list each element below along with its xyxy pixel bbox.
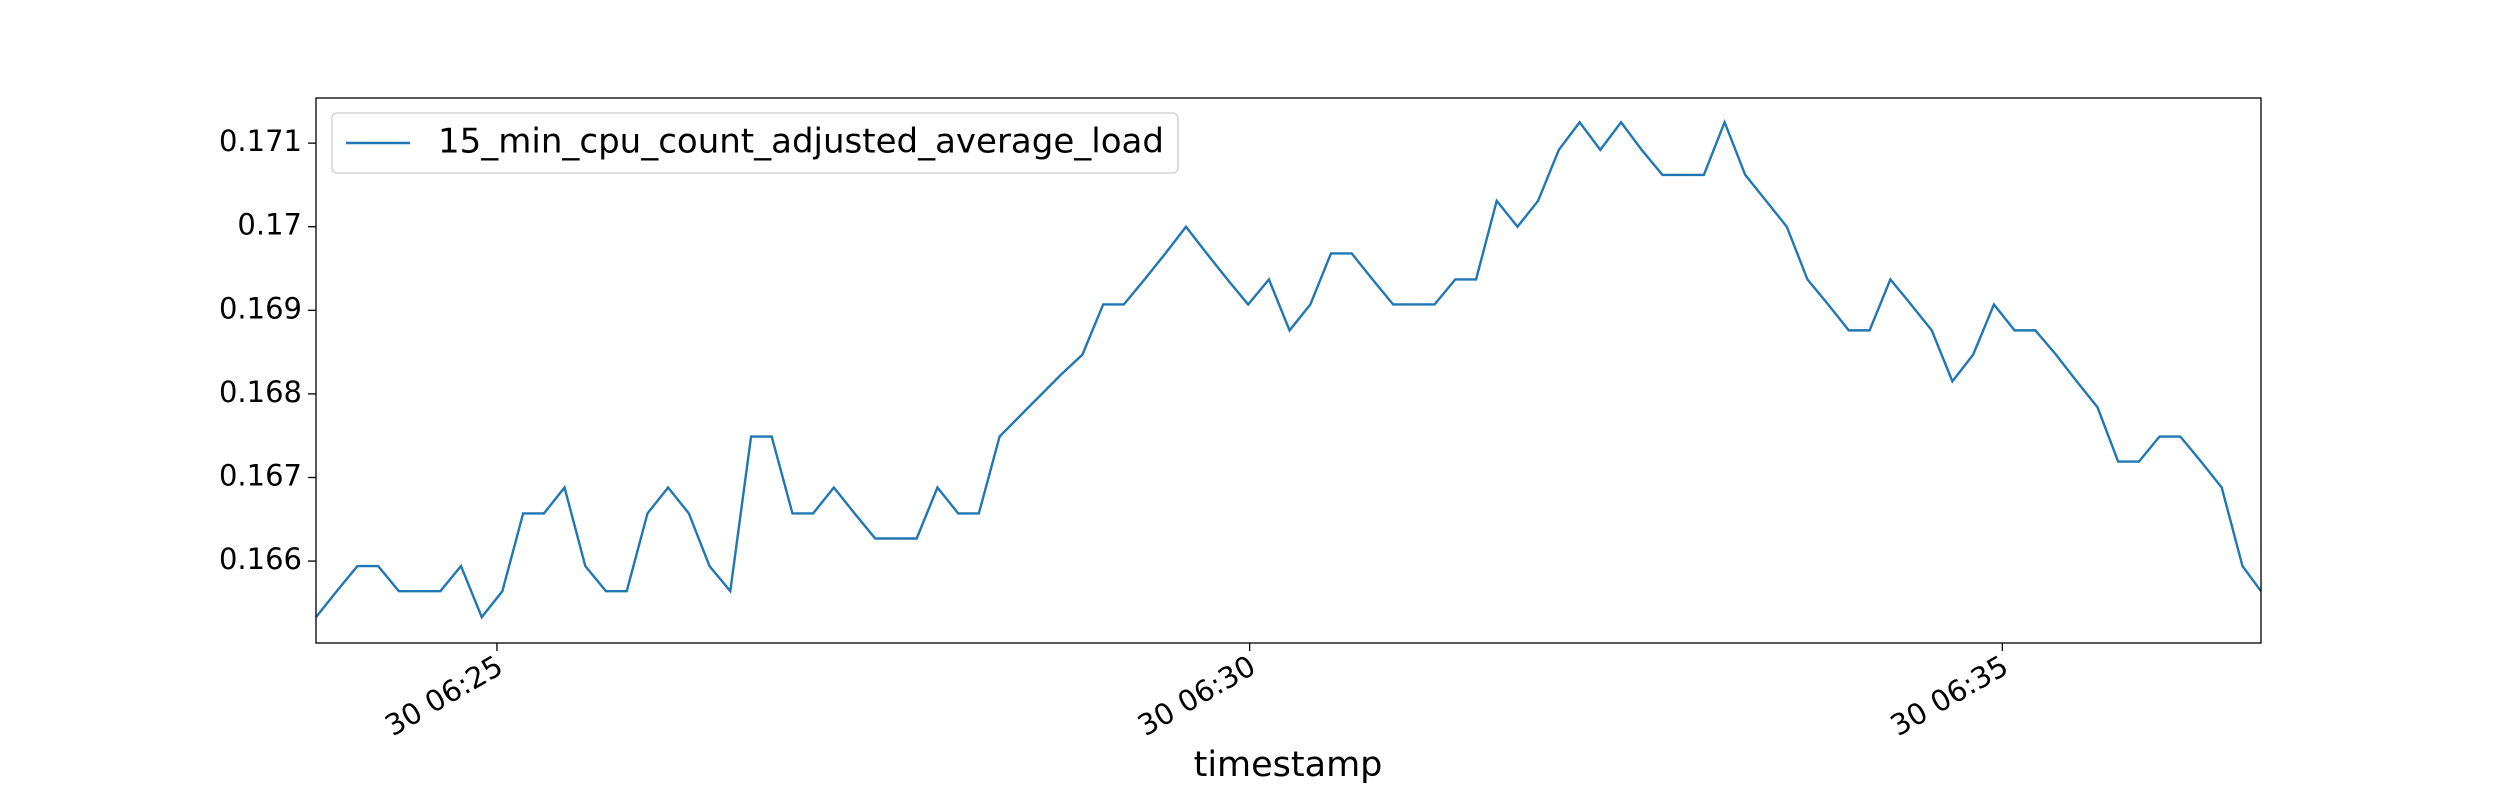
legend-box	[331, 112, 1179, 174]
y-tick-label: 0.169	[219, 291, 302, 325]
x-tick-label: 30 06:25	[379, 649, 508, 743]
x-tick-label: 30 06:30	[1132, 649, 1261, 743]
legend-label: 15_min_cpu_count_adjusted_average_load	[438, 122, 1164, 162]
x-tick-label: 30 06:35	[1885, 649, 2014, 743]
data-line	[315, 118, 2262, 620]
y-tick-label: 0.166	[219, 542, 302, 576]
y-tick-label: 0.171	[219, 124, 302, 158]
x-axis-label: timestamp	[1194, 745, 1383, 785]
plot-frame	[315, 97, 2262, 644]
y-tick-label: 0.167	[219, 458, 302, 492]
y-tick-label: 0.17	[237, 208, 302, 242]
y-tick-label: 0.168	[219, 375, 302, 409]
